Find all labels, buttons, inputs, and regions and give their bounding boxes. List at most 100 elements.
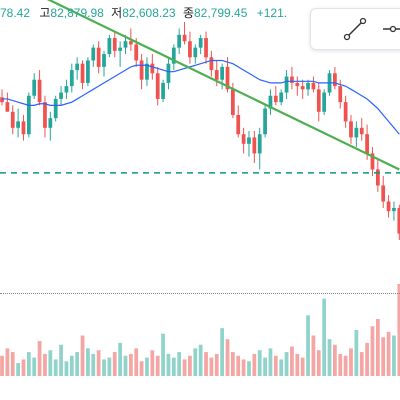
volume-bar	[381, 337, 386, 376]
volume-bar	[204, 352, 208, 376]
candle-body	[225, 66, 230, 90]
candle-body	[5, 102, 10, 112]
candle-body	[26, 95, 31, 135]
high-label: 고	[39, 6, 51, 20]
candle-body	[21, 121, 26, 135]
candle-body	[69, 70, 74, 87]
volume-bar	[64, 361, 69, 376]
low-value: 82,608.23	[122, 6, 176, 20]
volume-bar	[53, 359, 58, 376]
volume-bar	[198, 344, 203, 376]
candle-body	[268, 95, 273, 109]
candle-body	[397, 207, 400, 234]
volume-bar	[43, 353, 47, 376]
volume-bar	[327, 339, 332, 376]
volume-bar	[145, 357, 149, 376]
candle-body	[279, 92, 284, 103]
volume-bar	[397, 284, 400, 376]
trend-line-tool-button[interactable]	[341, 15, 369, 43]
volume-bar	[107, 357, 112, 376]
volume-bar	[59, 344, 63, 376]
candle-body	[209, 57, 214, 71]
volume-bar	[252, 353, 257, 376]
volume-bar	[306, 315, 310, 376]
volume-bar	[290, 346, 294, 376]
volume-bar	[96, 350, 101, 376]
volume-bar	[150, 350, 155, 376]
candle-body	[134, 44, 139, 61]
candle-body	[91, 47, 96, 61]
volume-bar	[365, 342, 369, 376]
candle-body	[43, 102, 47, 128]
volume-bars	[0, 284, 400, 376]
volume-bar	[236, 355, 241, 376]
open-value: 78.42	[0, 6, 31, 20]
volume-bar	[161, 333, 165, 376]
candle-body	[102, 54, 106, 67]
volume-bar	[26, 352, 31, 376]
volume-bar	[128, 353, 133, 376]
volume-bar	[166, 353, 171, 376]
candle-body	[112, 38, 117, 51]
candle-body	[166, 63, 171, 83]
trend-line-icon	[343, 17, 367, 41]
volume-bar	[21, 359, 26, 376]
candle-body	[273, 95, 278, 103]
ray-line-tool-button[interactable]	[379, 15, 400, 43]
volume-bar	[0, 355, 4, 376]
volume-bar	[263, 357, 267, 376]
candle-body	[359, 127, 364, 135]
candle-body	[80, 63, 85, 83]
candle-body	[316, 89, 321, 112]
volume-bar	[69, 355, 74, 376]
volume-bar	[279, 359, 284, 376]
candle-body	[32, 79, 37, 96]
volume-bar	[37, 341, 42, 376]
volume-bar	[48, 350, 53, 376]
candles-layer	[0, 22, 400, 240]
candle-body	[392, 207, 396, 212]
candle-body	[193, 47, 198, 58]
candle-body	[381, 185, 386, 202]
volume-bar	[193, 348, 198, 376]
candle-body	[343, 102, 348, 122]
volume-bar	[370, 326, 375, 376]
candle-body	[365, 134, 369, 154]
candle-body	[177, 34, 182, 48]
trend-line[interactable]	[0, 0, 400, 171]
volume-bar	[209, 357, 214, 376]
volume-bar	[268, 348, 273, 376]
candle-body	[252, 137, 257, 154]
candle-body	[198, 38, 203, 48]
volume-bar	[338, 353, 343, 376]
candle-body	[96, 47, 101, 67]
volume-bar	[241, 359, 246, 376]
volume-bar	[359, 352, 364, 376]
candle-body	[370, 153, 375, 170]
volume-bar	[75, 352, 80, 376]
candle-body	[64, 86, 69, 93]
volume-bar	[134, 348, 139, 376]
volume-bar	[112, 352, 117, 376]
volume-bar	[80, 335, 85, 376]
volume-bar	[32, 357, 37, 376]
volume-bar	[230, 352, 235, 376]
volume-bar	[257, 350, 262, 376]
close-label: 종	[182, 6, 194, 20]
volume-bar	[300, 357, 305, 376]
candle-body	[311, 82, 316, 90]
volume-bar	[155, 355, 160, 376]
high-value: 82,879.98	[50, 6, 104, 20]
volume-bar	[375, 318, 380, 376]
candle-body	[375, 169, 380, 186]
low-label: 저	[111, 6, 123, 20]
candle-body	[214, 70, 219, 80]
volume-bar	[91, 353, 96, 376]
candle-body	[290, 76, 294, 83]
candle-body	[349, 121, 353, 138]
candle-body	[16, 121, 20, 128]
moving-average-line	[2, 59, 400, 135]
candle-body	[139, 60, 144, 80]
volume-bar	[273, 355, 278, 376]
